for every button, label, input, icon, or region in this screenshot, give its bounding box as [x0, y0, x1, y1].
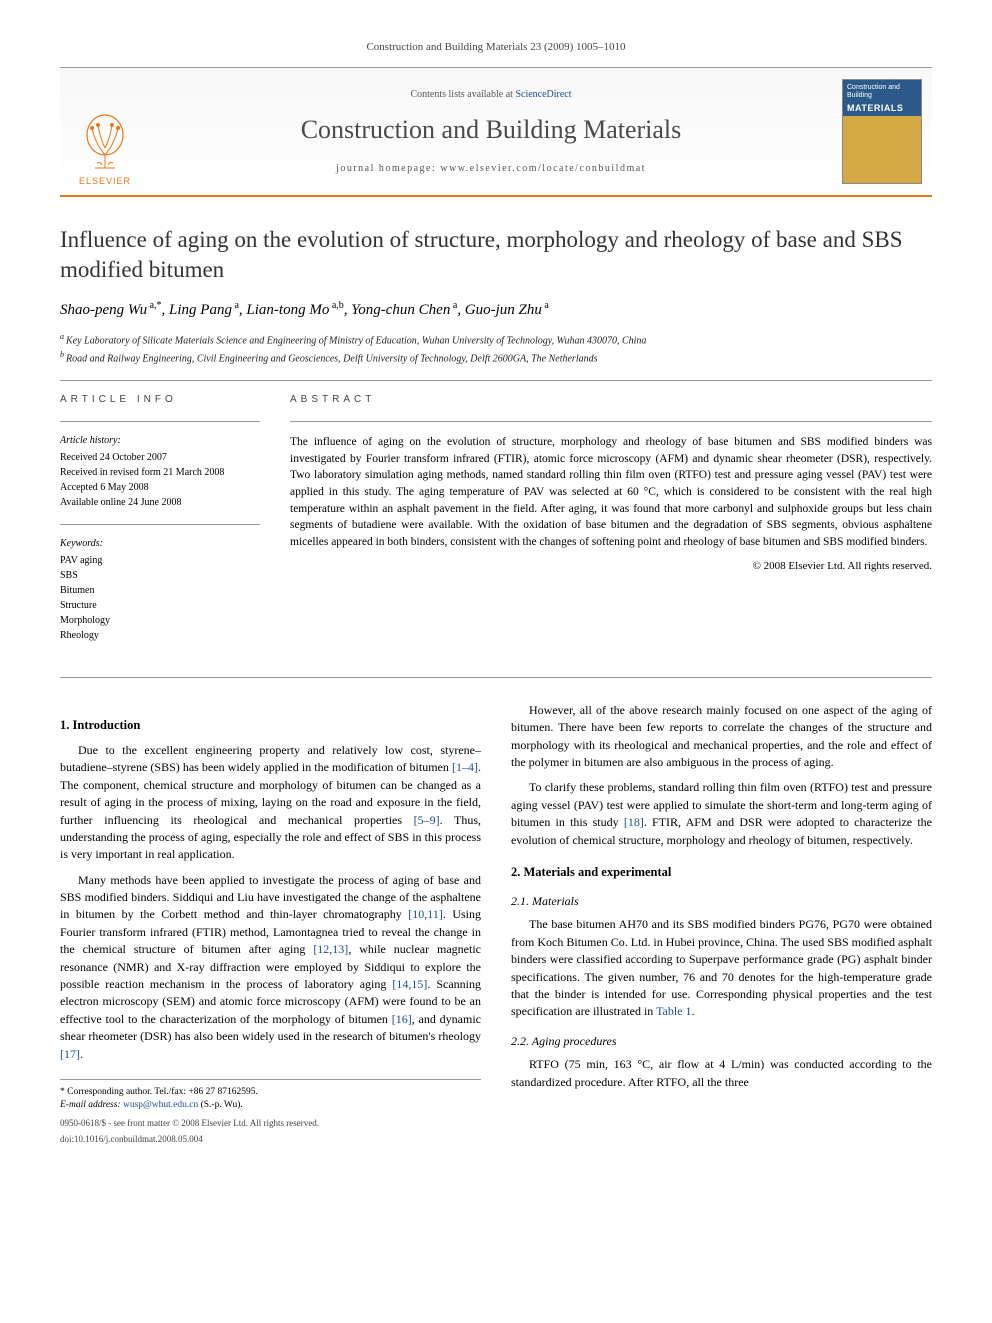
history-line: Received 24 October 2007 — [60, 450, 260, 465]
running-head: Construction and Building Materials 23 (… — [60, 40, 932, 55]
abstract-copyright: © 2008 Elsevier Ltd. All rights reserved… — [290, 559, 932, 574]
section-2-1-heading: 2.1. Materials — [511, 893, 932, 910]
ref-link[interactable]: [5–9] — [414, 813, 440, 827]
sciencedirect-link[interactable]: ScienceDirect — [515, 89, 571, 100]
publisher-name: ELSEVIER — [79, 175, 131, 188]
author-affil-sup: a — [450, 300, 457, 311]
front-matter-legal: 0950-0618/$ - see front matter © 2008 El… — [60, 1117, 481, 1130]
intro-para-1: Due to the excellent engineering propert… — [60, 742, 481, 864]
cover-title: MATERIALS — [847, 102, 917, 115]
abstract-col: ABSTRACT The influence of aging on the e… — [290, 393, 932, 657]
history-line: Available online 24 June 2008 — [60, 495, 260, 510]
keywords-label: Keywords: — [60, 537, 260, 551]
intro-para-3: However, all of the above research mainl… — [511, 702, 932, 772]
article-info-heading: ARTICLE INFO — [60, 393, 260, 407]
ref-link[interactable]: [18] — [624, 815, 644, 829]
publisher-logo-area: ELSEVIER — [60, 68, 150, 195]
elsevier-tree-icon — [80, 113, 130, 173]
author-affil-sup: a — [232, 300, 239, 311]
journal-name: Construction and Building Materials — [150, 112, 832, 148]
ref-link[interactable]: [17] — [60, 1047, 80, 1061]
author: Shao-peng Wu — [60, 302, 147, 318]
ref-link[interactable]: Table 1 — [656, 1004, 691, 1018]
contents-prefix: Contents lists available at — [410, 89, 515, 100]
ref-link[interactable]: [12,13] — [313, 942, 348, 956]
history-line: Accepted 6 May 2008 — [60, 480, 260, 495]
divider — [60, 421, 260, 422]
article-history-block: Article history: Received 24 October 200… — [60, 434, 260, 510]
ref-link[interactable]: [1–4] — [452, 760, 478, 774]
article-title: Influence of aging on the evolution of s… — [60, 225, 932, 285]
cover-subtitle: Construction and Building — [847, 84, 917, 99]
author-affil-sup: a,b — [329, 300, 343, 311]
affiliations: a Key Laboratory of Silicate Materials S… — [60, 331, 932, 366]
authors-line: Shao-peng Wu a,*, Ling Pang a, Lian-tong… — [60, 299, 932, 321]
section-2-2-heading: 2.2. Aging procedures — [511, 1033, 932, 1050]
keyword: Morphology — [60, 613, 260, 628]
affiliation-line: a Key Laboratory of Silicate Materials S… — [60, 331, 932, 348]
journal-homepage-line: journal homepage: www.elsevier.com/locat… — [150, 162, 832, 176]
elsevier-logo: ELSEVIER — [70, 97, 140, 187]
keyword: SBS — [60, 568, 260, 583]
affiliation-line: b Road and Railway Engineering, Civil En… — [60, 349, 932, 366]
journal-cover-thumbnail: Construction and Building MATERIALS — [842, 79, 922, 184]
email-label: E-mail address: — [60, 1100, 121, 1110]
abstract-text: The influence of aging on the evolution … — [290, 434, 932, 551]
divider — [60, 380, 932, 381]
author-email-link[interactable]: wusp@whut.edu.cn — [123, 1100, 198, 1110]
journal-cover-area: Construction and Building MATERIALS — [832, 68, 932, 195]
history-line: Received in revised form 21 March 2008 — [60, 465, 260, 480]
keyword: Bitumen — [60, 583, 260, 598]
article-info-col: ARTICLE INFO Article history: Received 2… — [60, 393, 260, 657]
author: Lian-tong Mo — [246, 302, 329, 318]
author-affil-sup: a — [542, 300, 549, 311]
masthead: ELSEVIER Contents lists available at Sci… — [60, 67, 932, 197]
ref-link[interactable]: [16] — [392, 1012, 412, 1026]
divider — [290, 421, 932, 422]
materials-para: The base bitumen AH70 and its SBS modifi… — [511, 916, 932, 1020]
keywords-block: Keywords: PAV agingSBSBitumenStructureMo… — [60, 537, 260, 643]
ref-link[interactable]: [14,15] — [392, 977, 427, 991]
email-line: E-mail address: wusp@whut.edu.cn (S.-p. … — [60, 1099, 481, 1112]
keyword: Rheology — [60, 628, 260, 643]
author-affil-sup: a,* — [147, 300, 161, 311]
author: Yong-chun Chen — [351, 302, 450, 318]
doi-line: doi:10.1016/j.conbuildmat.2008.05.004 — [60, 1133, 481, 1146]
abstract-heading: ABSTRACT — [290, 393, 932, 407]
section-2-heading: 2. Materials and experimental — [511, 863, 932, 881]
divider — [60, 677, 932, 678]
keyword: Structure — [60, 598, 260, 613]
ref-link[interactable]: [10,11] — [408, 907, 443, 921]
divider — [60, 524, 260, 525]
info-abstract-row: ARTICLE INFO Article history: Received 2… — [60, 393, 932, 657]
contents-available-line: Contents lists available at ScienceDirec… — [150, 88, 832, 102]
section-1-heading: 1. Introduction — [60, 716, 481, 734]
author: Ling Pang — [169, 302, 232, 318]
author: Guo-jun Zhu — [465, 302, 542, 318]
email-name: (S.-p. Wu). — [201, 1100, 243, 1110]
keyword: PAV aging — [60, 553, 260, 568]
aging-para: RTFO (75 min, 163 °C, air flow at 4 L/mi… — [511, 1056, 932, 1091]
corresponding-author: * Corresponding author. Tel./fax: +86 27… — [60, 1086, 481, 1099]
intro-para-4: To clarify these problems, standard roll… — [511, 779, 932, 849]
homepage-url: www.elsevier.com/locate/conbuildmat — [440, 163, 646, 174]
masthead-center: Contents lists available at ScienceDirec… — [150, 68, 832, 195]
intro-para-2: Many methods have been applied to invest… — [60, 872, 481, 1063]
footnote-block: * Corresponding author. Tel./fax: +86 27… — [60, 1079, 481, 1146]
article-history-label: Article history: — [60, 434, 260, 448]
homepage-prefix: journal homepage: — [336, 163, 440, 174]
body-columns: 1. Introduction Due to the excellent eng… — [60, 702, 932, 1146]
